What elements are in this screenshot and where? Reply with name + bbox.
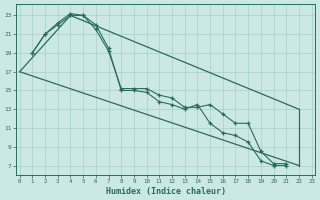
X-axis label: Humidex (Indice chaleur): Humidex (Indice chaleur) <box>106 187 226 196</box>
